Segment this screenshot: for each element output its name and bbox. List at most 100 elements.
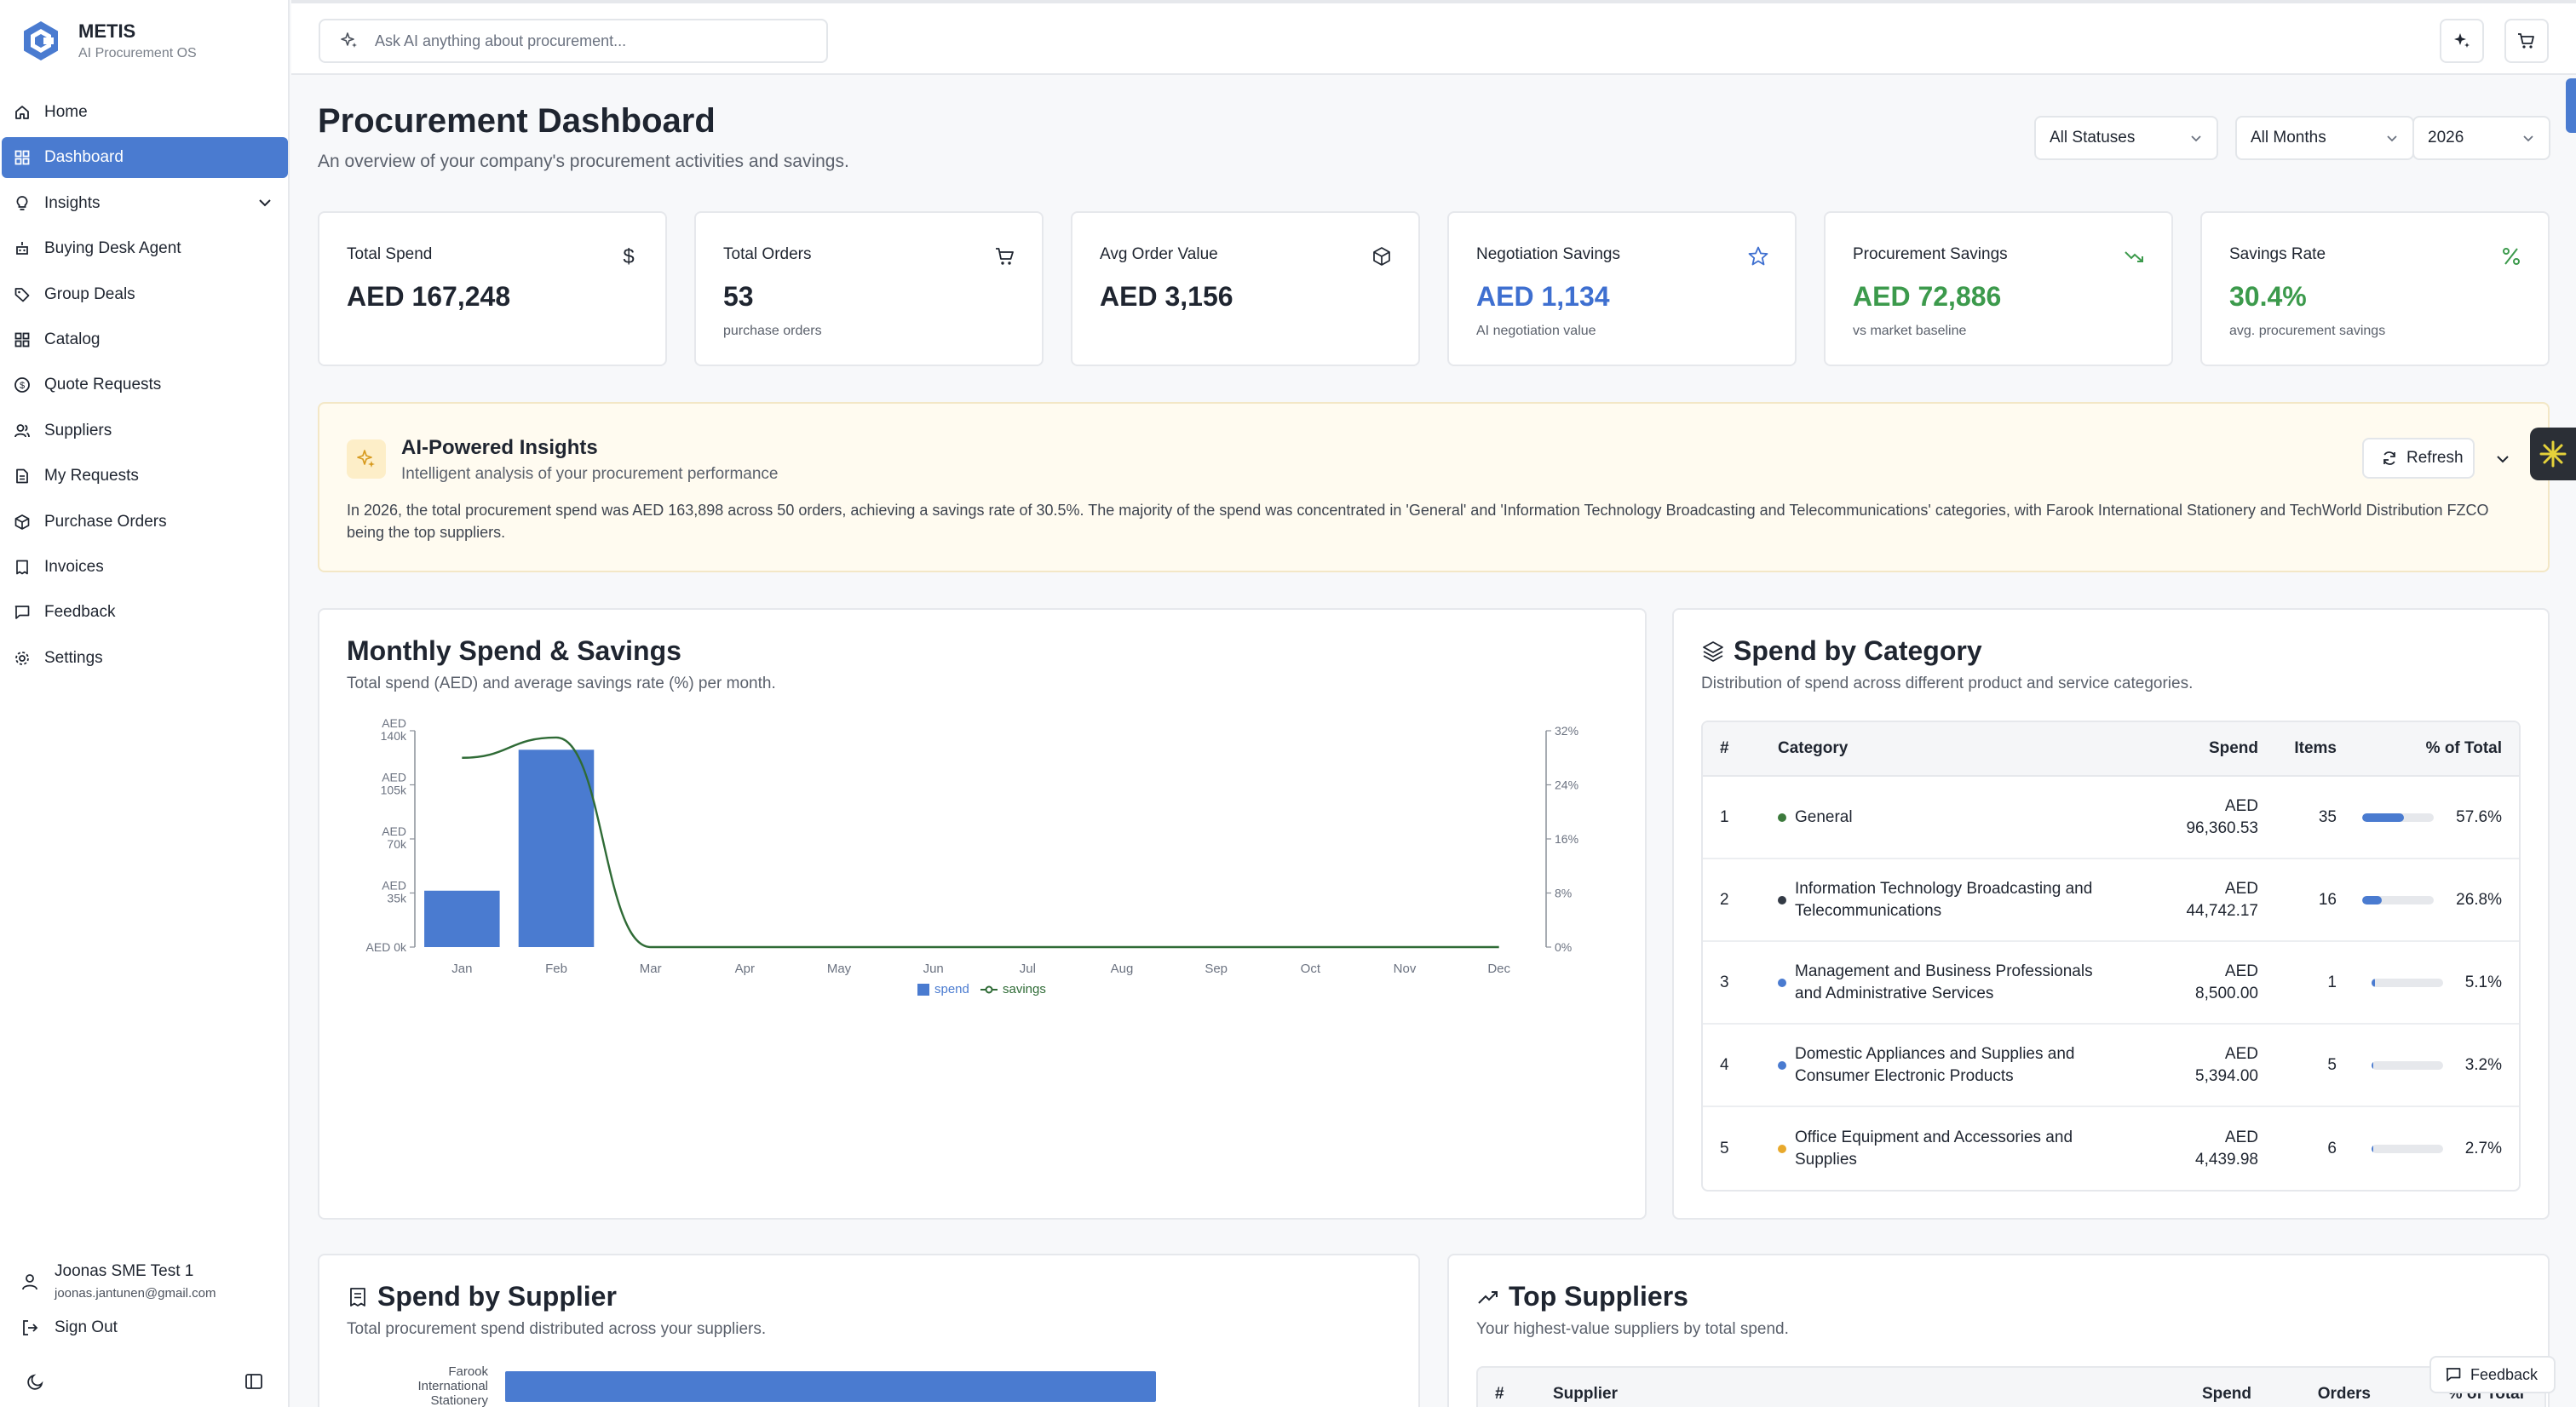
month-filter-select[interactable]: All Months bbox=[2235, 116, 2414, 160]
category-dot bbox=[1778, 895, 1786, 904]
category-dot bbox=[1778, 1060, 1786, 1070]
spend-by-supplier-title: Spend by Supplier bbox=[347, 1281, 617, 1312]
sidebar-item-group-deals[interactable]: Group Deals bbox=[2, 274, 288, 315]
sidebar-item-purchase-orders[interactable]: Purchase Orders bbox=[2, 502, 288, 543]
table-row[interactable]: 5 Office Equipment and Accessories and Su… bbox=[1703, 1107, 2519, 1190]
sidebar-item-buying-desk-agent[interactable]: Buying Desk Agent bbox=[2, 228, 288, 269]
x-tick-label: Jan bbox=[451, 962, 472, 976]
sidebar-item-catalog[interactable]: Catalog bbox=[2, 319, 288, 360]
stat-label: Total Orders bbox=[723, 245, 812, 263]
legend-spend-label: spend bbox=[934, 982, 969, 996]
sidebar-item-settings[interactable]: Settings bbox=[2, 638, 288, 679]
collapse-sidebar-icon[interactable] bbox=[244, 1371, 264, 1392]
dollar-icon: $ bbox=[623, 245, 634, 267]
row-category: Information Technology Broadcasting and … bbox=[1778, 878, 2144, 922]
category-name: Information Technology Broadcasting and … bbox=[1795, 879, 2093, 920]
table-row[interactable]: 4 Domestic Appliances and Supplies and Co… bbox=[1703, 1025, 2519, 1107]
sidebar-item-label: Invoices bbox=[44, 557, 104, 576]
spend-by-supplier-panel: Spend by Supplier Total procurement spen… bbox=[318, 1254, 1420, 1407]
spend-amount: 44,742.17 bbox=[2186, 901, 2258, 920]
y-tick-label-left: AED 35k bbox=[382, 879, 407, 905]
y-tick-label-left: AED 0k bbox=[366, 940, 407, 954]
stat-label: Avg Order Value bbox=[1100, 245, 1218, 263]
sidebar-item-quote-requests[interactable]: $ Quote Requests bbox=[2, 365, 288, 405]
percent-bar-track bbox=[2362, 813, 2435, 822]
x-tick-label: Mar bbox=[640, 962, 662, 976]
table-row[interactable]: 2 Information Technology Broadcasting and… bbox=[1703, 859, 2519, 942]
chevron-down-icon[interactable] bbox=[2493, 450, 2512, 468]
insights-title: AI-Powered Insights bbox=[401, 436, 598, 459]
receipt-icon bbox=[350, 1287, 365, 1306]
column-header-number[interactable]: # bbox=[1720, 739, 1729, 757]
ai-search-box[interactable] bbox=[319, 19, 828, 63]
page-title: Procurement Dashboard bbox=[318, 102, 716, 140]
sidebar-item-dashboard[interactable]: Dashboard bbox=[2, 137, 288, 179]
chevron-down-icon bbox=[2387, 135, 2397, 142]
column-header-category[interactable]: Category bbox=[1778, 739, 1849, 757]
floating-assistant-button[interactable] bbox=[2530, 428, 2576, 480]
spend-amount: 4,439.98 bbox=[2195, 1150, 2258, 1169]
chevron-down-icon[interactable] bbox=[256, 193, 274, 212]
category-rows: 1 General AED 96,360.53 35 57.6% 2 Information … bbox=[1703, 777, 2519, 1190]
table-row[interactable]: 3 Management and Business Professionals a… bbox=[1703, 942, 2519, 1025]
row-items: 5 bbox=[2327, 1055, 2337, 1074]
spend-bar-feb bbox=[518, 749, 595, 947]
supplier-bar bbox=[505, 1371, 1156, 1402]
x-tick-label: Oct bbox=[1301, 962, 1321, 976]
row-number: 1 bbox=[1720, 807, 1729, 826]
x-tick-label: Dec bbox=[1487, 962, 1510, 976]
spend-by-category-title-text: Spend by Category bbox=[1734, 635, 1982, 666]
x-tick-label: Apr bbox=[735, 962, 755, 976]
x-tick-label: Jul bbox=[1020, 962, 1036, 976]
column-header-items[interactable]: Items bbox=[2294, 739, 2337, 757]
status-filter-select[interactable]: All Statuses bbox=[2034, 116, 2218, 160]
search-input[interactable] bbox=[375, 32, 801, 50]
year-filter-select[interactable]: 2026 bbox=[2412, 116, 2550, 160]
page-subtitle: An overview of your company's procuremen… bbox=[318, 152, 849, 171]
column-header-supplier[interactable]: Supplier bbox=[1553, 1385, 1619, 1403]
row-category: General bbox=[1778, 807, 2144, 829]
column-header-percent[interactable]: % of Total bbox=[2425, 739, 2502, 757]
feedback-button[interactable]: Feedback bbox=[2429, 1356, 2556, 1393]
brand[interactable]: METIS AI Procurement OS bbox=[19, 19, 197, 63]
percent-bar-track bbox=[2371, 1144, 2443, 1153]
sidebar-item-home[interactable]: Home bbox=[2, 92, 288, 133]
column-header-spend[interactable]: Spend bbox=[2208, 739, 2258, 757]
trending-icon bbox=[2125, 251, 2143, 262]
receipt-icon bbox=[12, 557, 32, 577]
table-row[interactable]: 1 General AED 96,360.53 35 57.6% bbox=[1703, 777, 2519, 859]
sidebar-item-suppliers[interactable]: Suppliers bbox=[2, 411, 288, 451]
sparkle-icon bbox=[2454, 33, 2470, 48]
x-tick-label: Feb bbox=[545, 962, 567, 976]
stat-subtext: vs market baseline bbox=[1853, 324, 1967, 338]
sidebar-item-invoices[interactable]: Invoices bbox=[2, 547, 288, 588]
user-icon bbox=[22, 1274, 37, 1290]
refresh-insights-button[interactable]: Refresh bbox=[2362, 438, 2475, 479]
row-items: 35 bbox=[2318, 807, 2337, 826]
cart-button[interactable] bbox=[2504, 19, 2549, 63]
row-percent: 3.2% bbox=[2337, 1056, 2519, 1075]
column-header-spend[interactable]: Spend bbox=[2201, 1385, 2251, 1403]
supplier-bar-label: Farook International Stationery bbox=[417, 1364, 488, 1407]
dark-mode-icon[interactable] bbox=[26, 1371, 46, 1392]
ai-assistant-button[interactable] bbox=[2440, 19, 2484, 63]
category-name: General bbox=[1795, 807, 1853, 826]
scrollbar-thumb[interactable] bbox=[2566, 78, 2576, 133]
sidebar-item-insights[interactable]: Insights bbox=[2, 183, 288, 224]
stat-value: AED 72,886 bbox=[1853, 281, 2002, 312]
sign-out-button[interactable]: Sign Out bbox=[17, 1318, 118, 1337]
row-percent: 57.6% bbox=[2337, 808, 2519, 827]
cart-icon bbox=[996, 248, 1014, 265]
column-header-orders[interactable]: Orders bbox=[2317, 1385, 2371, 1403]
spend-amount: 96,360.53 bbox=[2186, 818, 2258, 837]
category-name: Management and Business Professionals an… bbox=[1795, 962, 2093, 1002]
user-profile[interactable]: Joonas SME Test 1 joonas.jantunen@gmail.… bbox=[17, 1262, 216, 1301]
column-header-number[interactable]: # bbox=[1495, 1385, 1504, 1403]
spend-currency: AED bbox=[2224, 1128, 2258, 1146]
stat-card-savings-rate: Savings Rate 30.4% avg. procurement savi… bbox=[2200, 211, 2550, 366]
percent-value: 5.1% bbox=[2464, 973, 2502, 991]
sidebar-item-my-requests[interactable]: My Requests bbox=[2, 456, 288, 497]
sidebar-item-feedback[interactable]: Feedback bbox=[2, 592, 288, 633]
percent-bar-fill bbox=[2371, 1060, 2374, 1070]
row-spend: AED 8,500.00 bbox=[2144, 961, 2258, 1005]
